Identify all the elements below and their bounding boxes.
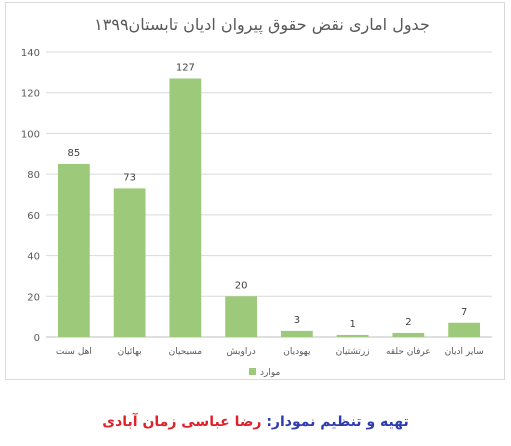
bar: [57, 163, 90, 337]
x-tick-label: دراویش: [227, 347, 256, 357]
x-tick-label: زرتشتیان: [336, 347, 370, 357]
y-tick-label: 40: [27, 252, 40, 263]
x-tick-label: عرفان حلقه: [386, 347, 431, 357]
data-label: 1: [349, 319, 355, 330]
bar: [113, 188, 146, 337]
data-label: 7: [461, 307, 467, 318]
x-tick-label: یهودیان: [283, 347, 311, 357]
y-tick-label: 120: [21, 89, 40, 100]
x-tick-label: مسیحیان: [169, 347, 203, 357]
x-tick-label: سایر ادیان: [445, 347, 484, 357]
bar: [169, 78, 202, 337]
bar: [336, 334, 369, 337]
y-tick-label: 60: [27, 211, 40, 222]
chart-credit: تهیه و تنظیم نمودار: رضا عباسی زمان آباد…: [0, 414, 511, 430]
data-label: 3: [294, 315, 300, 326]
y-tick-label: 140: [21, 48, 40, 59]
legend-label: موارد: [260, 368, 281, 378]
x-tick-label: اهل سنت: [56, 347, 92, 357]
data-label: 85: [68, 148, 81, 159]
bar: [225, 296, 258, 337]
y-tick-label: 0: [34, 333, 40, 344]
x-tick-label: بهائیان: [118, 347, 142, 357]
data-label: 73: [123, 172, 136, 183]
bars: [57, 78, 481, 337]
y-tick-label: 100: [21, 129, 40, 140]
y-tick-label: 80: [27, 170, 40, 181]
chart-title: جدول اماری نقض حقوق پیروان ادیان تابستان…: [94, 15, 430, 35]
data-label: 2: [405, 317, 411, 328]
credit-name: رضا عباسی زمان آبادی: [102, 414, 262, 430]
bar: [280, 330, 313, 337]
legend: موارد: [249, 368, 281, 378]
bar: [392, 332, 425, 337]
credit-label: تهیه و تنظیم نمودار:: [266, 414, 409, 430]
legend-swatch: [249, 368, 256, 375]
data-label: 20: [235, 280, 248, 291]
gridlines: [46, 51, 492, 338]
x-axis-ticks: اهل سنت بهائیان مسیحیان دراویش یهودیان زرتشتی…: [56, 347, 484, 357]
y-tick-label: 20: [27, 292, 40, 303]
data-label: 127: [176, 62, 195, 73]
y-axis-ticks: 0 20 40 60 80 100 120 140: [21, 48, 40, 344]
bar: [448, 322, 481, 337]
